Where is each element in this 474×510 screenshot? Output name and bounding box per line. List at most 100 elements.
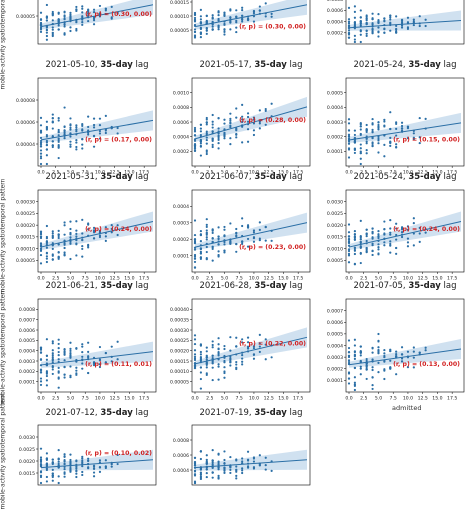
data-point — [406, 355, 410, 358]
x-tick-label: 5.0 — [67, 396, 74, 402]
data-point — [223, 128, 226, 131]
y-tick-label: 0.0004 — [327, 343, 343, 349]
x-tick-label: 15.0 — [124, 396, 134, 402]
x-tick-label: 0.0 — [37, 276, 44, 282]
y-tick-label: 0.0010 — [173, 90, 189, 96]
y-tick-label: 0.00015 — [170, 0, 189, 6]
data-point — [365, 246, 368, 250]
data-point — [193, 126, 197, 130]
data-point — [63, 453, 66, 456]
data-point — [104, 9, 107, 12]
data-point — [205, 258, 208, 261]
data-point — [258, 463, 261, 466]
data-point — [45, 338, 48, 341]
data-point — [98, 234, 102, 237]
data-point — [353, 10, 356, 13]
data-point — [389, 14, 392, 17]
data-point — [63, 15, 66, 18]
data-point — [211, 357, 214, 360]
data-point — [45, 16, 48, 19]
data-point — [81, 236, 84, 239]
data-point — [92, 362, 96, 365]
data-point — [104, 114, 107, 117]
correlation-label: (r, p) = (0.10, 0.02) — [85, 450, 152, 457]
data-point — [63, 376, 66, 379]
data-point — [223, 347, 226, 351]
data-point — [39, 155, 43, 158]
data-point — [264, 343, 267, 346]
data-point — [395, 121, 398, 124]
panel-lag-suffix: lag — [286, 281, 303, 291]
data-point — [81, 143, 84, 146]
x-tick-label: 17.5 — [139, 170, 149, 176]
data-point — [353, 381, 356, 384]
data-point — [264, 2, 267, 5]
data-point — [39, 481, 43, 485]
data-point — [87, 341, 90, 344]
data-point — [258, 342, 261, 345]
data-point — [229, 466, 232, 469]
data-point — [389, 18, 392, 21]
data-point — [347, 133, 351, 136]
data-point — [211, 17, 214, 20]
data-point — [87, 459, 90, 463]
data-point — [258, 454, 261, 457]
data-point — [45, 475, 48, 479]
data-point — [211, 143, 214, 147]
data-point — [69, 242, 72, 245]
data-point — [383, 368, 386, 371]
data-point — [406, 21, 410, 24]
y-tick-label: 0.00004 — [16, 142, 35, 148]
data-point — [418, 351, 421, 354]
correlation-label: (r, p) = (0.30, 0.00) — [85, 11, 152, 18]
data-point — [377, 233, 380, 236]
data-point — [395, 145, 398, 149]
data-point — [45, 25, 48, 28]
data-point — [51, 28, 54, 31]
data-point — [347, 362, 351, 366]
data-point — [252, 15, 256, 18]
data-point — [39, 242, 43, 246]
data-point — [217, 463, 220, 466]
data-point — [347, 350, 351, 354]
data-point — [110, 231, 113, 234]
data-point — [347, 249, 351, 253]
panel-lag-suffix: lag — [132, 281, 149, 291]
x-tick-label: 17.5 — [139, 396, 149, 402]
data-point — [258, 12, 261, 15]
data-point — [241, 120, 244, 124]
data-point — [205, 475, 208, 479]
data-point — [365, 365, 368, 368]
data-point — [110, 5, 113, 9]
data-point — [217, 337, 220, 340]
data-point — [217, 347, 220, 351]
data-point — [205, 362, 208, 365]
data-point — [217, 343, 220, 346]
data-point — [205, 138, 208, 142]
y-tick-label: 0.00015 — [16, 235, 35, 241]
data-point — [223, 354, 226, 358]
data-point — [412, 346, 415, 349]
data-point — [81, 232, 84, 235]
data-point — [69, 463, 72, 466]
data-point — [104, 459, 107, 462]
data-point — [395, 122, 398, 126]
data-point — [92, 475, 96, 478]
data-point — [205, 346, 208, 349]
x-tick-label: 10.0 — [95, 396, 105, 402]
x-tick-label: 12.5 — [264, 170, 274, 176]
data-point — [199, 257, 202, 260]
data-point — [205, 232, 208, 235]
data-point — [395, 27, 398, 31]
data-point — [241, 242, 244, 245]
data-point — [45, 34, 48, 38]
data-point — [57, 354, 60, 357]
data-point — [39, 157, 43, 160]
data-point — [51, 232, 54, 235]
data-point — [246, 462, 250, 465]
data-point — [57, 137, 60, 140]
data-point — [377, 142, 380, 145]
data-point — [252, 457, 256, 460]
x-tick-label: 17.5 — [293, 276, 303, 282]
data-point — [235, 336, 238, 339]
